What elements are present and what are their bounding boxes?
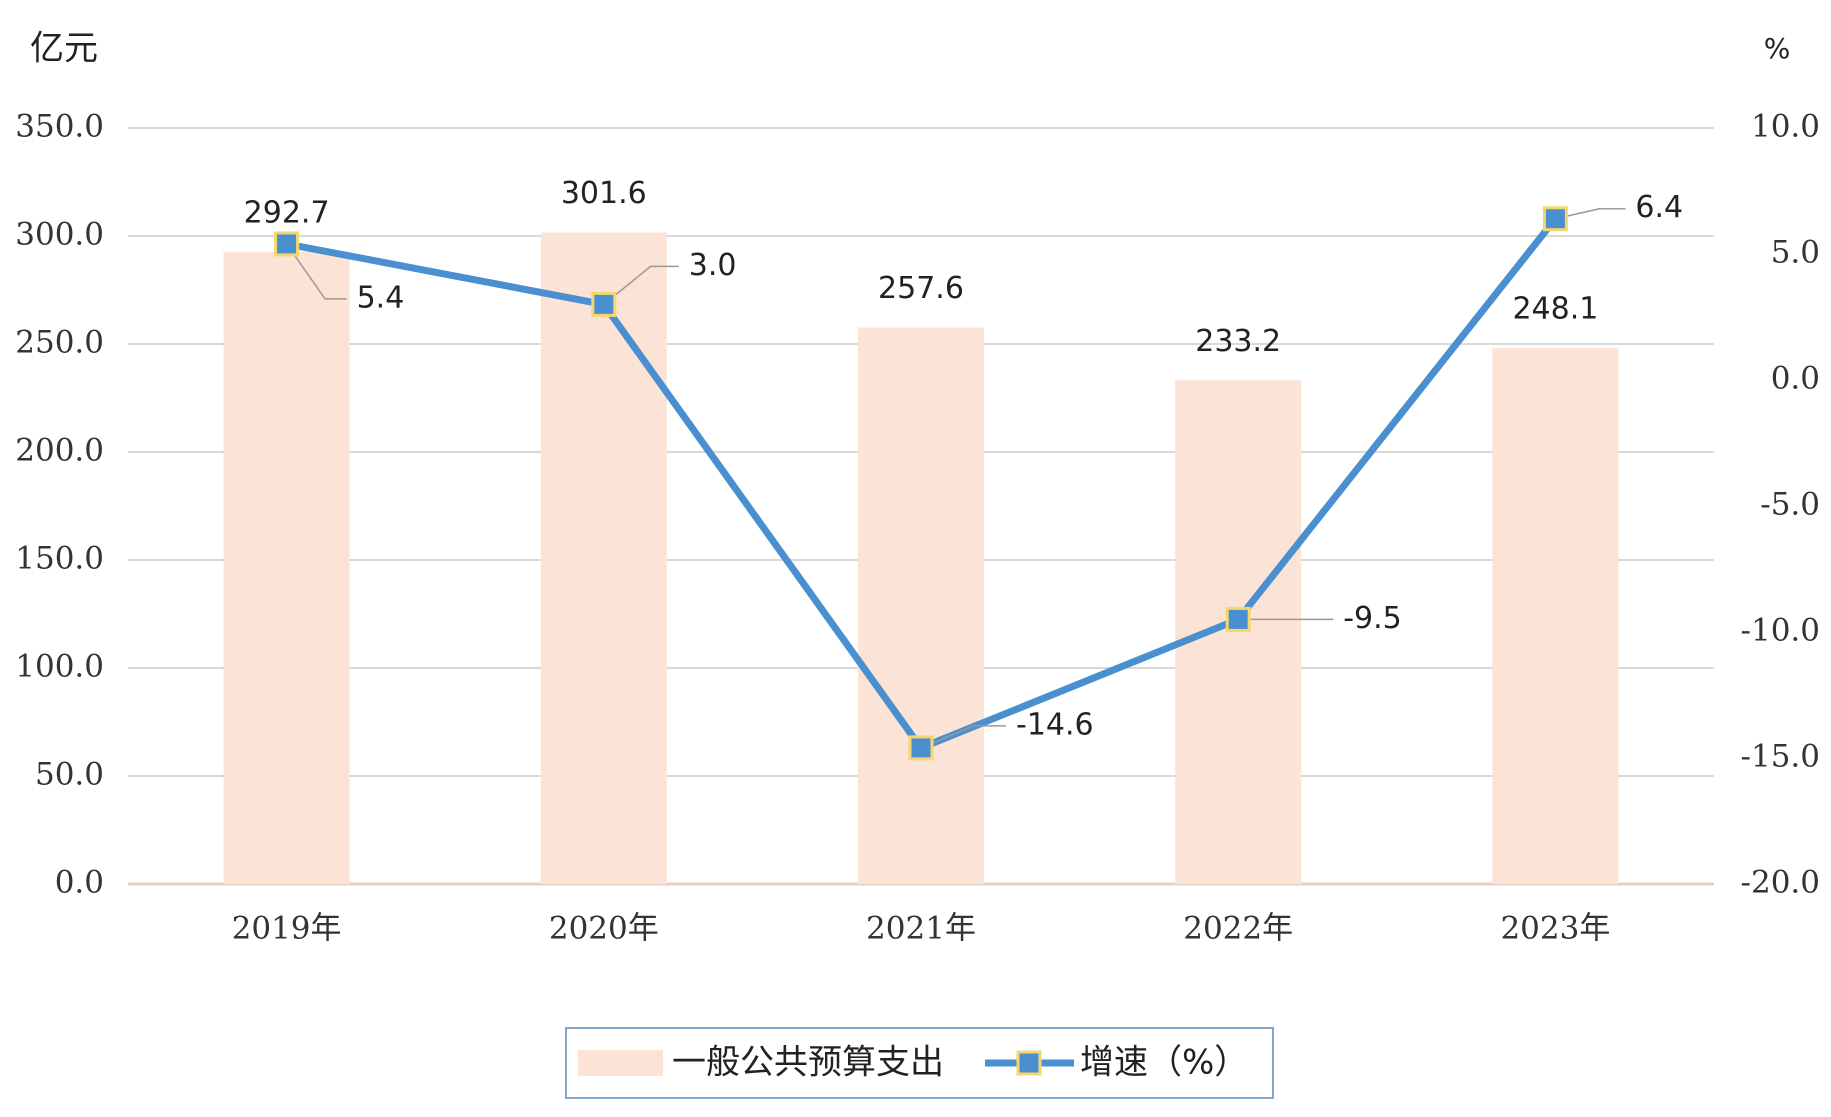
y-tick-label: 0.0 — [55, 865, 104, 901]
legend-marker — [1016, 1050, 1042, 1076]
bar-value-label: 248.1 — [1512, 292, 1598, 327]
line-value-label: 5.4 — [357, 280, 405, 315]
leader-line — [920, 725, 1006, 749]
y2-tick-label: 10.0 — [1751, 109, 1820, 145]
bar — [858, 327, 984, 885]
y-tick-label: 150.0 — [15, 541, 104, 577]
line-marker — [591, 291, 617, 317]
legend-swatch — [578, 1050, 663, 1076]
x-tick-label: 2021年 — [866, 911, 976, 947]
line-value-label: -14.6 — [1016, 707, 1094, 742]
bar-value-label: 301.6 — [561, 176, 647, 211]
y2-axis-label: % — [1764, 32, 1791, 65]
y2-tick-label: -10.0 — [1741, 613, 1821, 649]
bar-value-label: 233.2 — [1195, 324, 1281, 359]
legend-box — [565, 1027, 1274, 1099]
x-tick-label: 2020年 — [549, 911, 659, 947]
x-tick-label: 2023年 — [1500, 911, 1610, 947]
x-tick-label: 2022年 — [1183, 911, 1293, 947]
line-marker — [274, 231, 300, 257]
y-tick-label: 100.0 — [15, 649, 104, 685]
leader-line — [603, 265, 679, 305]
bar — [540, 232, 667, 884]
y-tick-label: 350.0 — [15, 109, 104, 145]
bar — [1492, 348, 1619, 884]
leader-line — [285, 243, 347, 300]
line-marker — [1225, 606, 1251, 632]
y-tick-label: 300.0 — [15, 217, 104, 253]
line-value-label: 3.0 — [689, 248, 737, 283]
legend-label: 增速（%） — [1080, 1043, 1248, 1083]
bar — [1175, 380, 1302, 884]
y2-tick-label: 0.0 — [1771, 361, 1820, 397]
x-tick-label: 2019年 — [232, 911, 342, 947]
y-axis-label: 亿元 — [30, 29, 98, 69]
y2-tick-label: 5.0 — [1771, 235, 1820, 271]
y-tick-label: 250.0 — [15, 325, 104, 361]
line-marker — [908, 735, 934, 761]
y-tick-label: 50.0 — [35, 757, 104, 793]
y2-tick-label: -20.0 — [1741, 865, 1821, 901]
line-value-label: 6.4 — [1635, 190, 1683, 225]
bar-value-label: 257.6 — [878, 271, 964, 306]
y2-tick-label: -5.0 — [1760, 487, 1820, 523]
y2-tick-label: -15.0 — [1741, 739, 1821, 775]
bar-value-label: 292.7 — [244, 195, 330, 230]
bar — [223, 251, 350, 884]
line-marker — [1542, 206, 1568, 232]
leader-line — [1555, 207, 1626, 220]
line-value-label: -9.5 — [1343, 601, 1402, 636]
legend-label: 一般公共预算支出 — [672, 1043, 944, 1083]
y-tick-label: 200.0 — [15, 433, 104, 469]
